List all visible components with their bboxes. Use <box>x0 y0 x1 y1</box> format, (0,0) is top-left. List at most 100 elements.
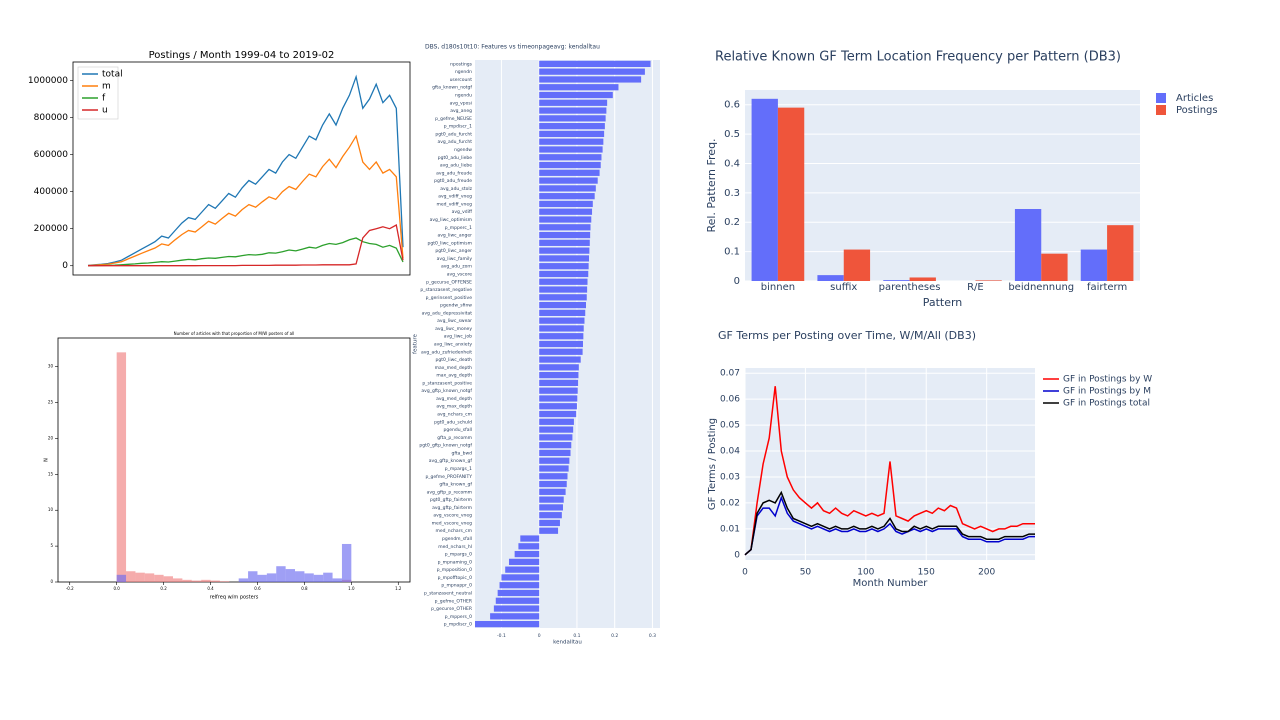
bar <box>539 216 592 223</box>
y-tick-label: 0.1 <box>724 247 740 258</box>
hist-bar <box>248 571 258 582</box>
y-tick-label: avg_liwc_anger <box>437 233 472 239</box>
y-tick-label: p_gefme_OTHER <box>435 598 472 604</box>
y-tick-label: 1000000 <box>28 76 68 86</box>
hist-bar <box>257 574 267 582</box>
x-tick-label: beidnennung <box>1008 282 1074 293</box>
legend-label: GF in Postings total <box>1063 399 1150 409</box>
y-tick-label: max_med_depth <box>435 365 473 371</box>
y-tick-label: avg_gftp_known_gf <box>429 458 473 464</box>
bar <box>539 278 588 285</box>
bar <box>539 480 567 488</box>
bar <box>518 543 540 550</box>
y-tick-label: 0.2 <box>724 217 740 228</box>
y-tick-label: 0 <box>734 276 740 287</box>
y-tick-label: 0.3 <box>724 188 740 199</box>
y-tick-label: avg_vdiff_vneg <box>438 194 472 200</box>
y-tick-label: p_mpnaming_0 <box>438 559 473 565</box>
x-tick-label: -0.2 <box>66 586 74 591</box>
y-tick-label: gfta_known_notgf <box>432 85 472 91</box>
hist-bar <box>238 578 249 582</box>
bar <box>539 68 645 75</box>
y-tick-label: avg_liwc_job <box>444 334 472 340</box>
bar <box>539 270 589 278</box>
bar <box>539 387 578 394</box>
bar <box>539 115 606 122</box>
x-tick-label: suffix <box>830 282 857 293</box>
bar <box>539 60 651 68</box>
bar <box>539 333 584 340</box>
bar <box>539 395 578 402</box>
bar <box>909 277 936 281</box>
bar <box>1080 249 1108 281</box>
bar <box>508 558 540 565</box>
hist-bar <box>219 581 230 582</box>
x-tick-label: 200 <box>978 568 995 578</box>
bar <box>539 512 562 519</box>
x-tick-label: 0.1 <box>573 633 580 639</box>
bar <box>883 280 910 281</box>
y-tick-label: pgendw_sfinw <box>440 303 472 309</box>
y-tick-label: avg_adu_furcht <box>437 139 472 145</box>
bar <box>539 255 590 262</box>
y-tick-label: 0.5 <box>724 129 740 140</box>
bar <box>505 566 540 573</box>
y-tick-label: avg_adu_zufriedenheit <box>421 349 472 355</box>
y-axis-label: feature <box>413 333 419 353</box>
y-tick-label: p_mpofftopic_0 <box>438 575 473 581</box>
y-tick-label: 800000 <box>34 113 69 123</box>
hist-bar <box>154 574 164 582</box>
y-tick-label: npostings <box>450 61 473 67</box>
y-tick-label: avg_liwc_anxiety <box>434 342 472 348</box>
legend-label: f <box>102 94 106 104</box>
bar <box>490 613 540 620</box>
bar <box>514 550 540 558</box>
y-tick-label: max_avg_depth <box>436 373 472 379</box>
bar <box>539 519 560 527</box>
y-tick-label: avg_liwc_optimism <box>430 217 472 223</box>
y-tick-label: avg_liwc_family <box>437 256 473 262</box>
hist-bar <box>285 569 296 582</box>
y-tick-label: p_gecurse_OTHER <box>431 606 472 612</box>
bar <box>539 379 579 387</box>
x-tick-label: 150 <box>918 568 935 578</box>
bar <box>1107 225 1134 281</box>
bar <box>539 161 601 169</box>
y-tick-label: 30 <box>48 364 54 369</box>
hist-bar <box>266 573 277 582</box>
y-tick-label: p_mpargs_1 <box>445 466 472 472</box>
bar <box>539 442 572 449</box>
y-tick-label: 0.02 <box>720 498 740 508</box>
x-tick-label: 50 <box>800 568 812 578</box>
y-tick-label: avg_adu_liebe <box>440 163 472 169</box>
bar <box>539 457 570 464</box>
x-axis-label: kendalltau <box>553 640 582 646</box>
legend-label: Articles <box>1176 93 1213 104</box>
series-line <box>87 74 404 267</box>
x-tick-label: 0.0 <box>113 586 120 591</box>
bar <box>539 247 590 254</box>
x-axis-label: relfreq w/m posters <box>210 595 259 601</box>
x-tick-label: R/E <box>967 282 984 293</box>
y-tick-label: 0.07 <box>720 369 740 379</box>
y-tick-label: gfta_known_gf <box>439 482 472 488</box>
x-axis-label: Month Number <box>853 578 929 589</box>
y-tick-label: pgendm_sfall <box>442 536 472 542</box>
y-tick-label: avg_adu_freude <box>436 170 472 176</box>
bar <box>539 107 607 114</box>
legend-label: Postings <box>1176 105 1218 116</box>
bar <box>539 99 608 106</box>
hist-bar <box>201 579 211 582</box>
bar <box>539 208 593 215</box>
y-tick-label: 15 <box>48 471 54 476</box>
legend-swatch <box>1156 105 1166 115</box>
y-tick-label: p_gerinsent_positive <box>426 295 473 301</box>
y-tick-label: 20 <box>48 435 54 440</box>
y-tick-label: p_gefme_NEUSE <box>435 116 472 122</box>
bar <box>1014 209 1042 281</box>
series-line <box>744 495 1035 556</box>
y-tick-label: p_gecurse_OFFENSE <box>426 279 472 285</box>
y-tick-label: avg_liwc_swear <box>437 318 472 324</box>
x-tick-label: 1.0 <box>348 586 355 591</box>
